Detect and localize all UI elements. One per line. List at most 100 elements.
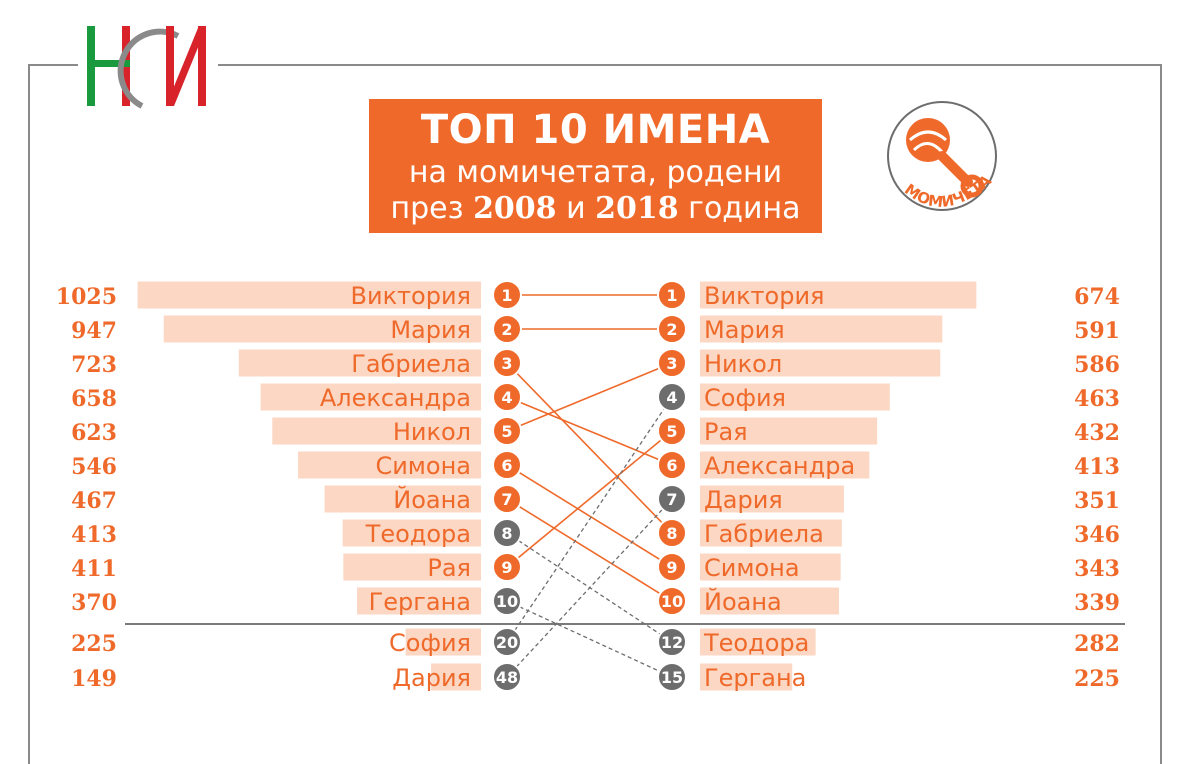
chart-frame — [28, 64, 1162, 764]
rank-2018 — [657, 552, 687, 582]
rank-2018 — [657, 662, 687, 692]
rank-links-layer — [506, 294, 673, 678]
rank-2008 — [492, 450, 522, 480]
bar-2018 — [700, 349, 941, 377]
rank-2008 — [492, 586, 522, 616]
rank-2018 — [657, 586, 687, 616]
rank-2008 — [492, 484, 522, 514]
labels-layer: Виктория1025Мария947Габриела723Александр… — [56, 282, 1120, 692]
bar-2018 — [700, 451, 870, 479]
bar-2008 — [137, 281, 481, 309]
bar-2018 — [700, 417, 878, 445]
bar-2008 — [163, 315, 481, 343]
value-2008: 723 — [71, 352, 117, 378]
rank-2008 — [492, 662, 522, 692]
name-2018: София — [704, 384, 786, 412]
value-2008: 658 — [71, 386, 117, 412]
name-2008: Александра — [320, 384, 471, 412]
bar-2008 — [405, 628, 481, 656]
name-2008: Дария — [392, 664, 471, 692]
rank-2008 — [492, 314, 522, 344]
rank-2018-label: 7 — [666, 490, 677, 509]
rank-2008-label: 7 — [501, 490, 512, 509]
name-2008: Гергана — [369, 588, 471, 616]
value-2008: 411 — [71, 556, 117, 582]
name-2008: Симона — [375, 452, 471, 480]
bar-2018 — [700, 553, 841, 581]
bar-2008 — [357, 587, 481, 615]
bar-2008 — [342, 519, 481, 547]
name-2008: Габриела — [351, 350, 471, 378]
rank-2018 — [657, 280, 687, 310]
bar-2008 — [343, 553, 481, 581]
value-2008: 546 — [71, 454, 117, 480]
value-2018: 282 — [1074, 631, 1120, 657]
bar-2008 — [298, 451, 481, 479]
rank-2008 — [492, 552, 522, 582]
rank-2008-label: 20 — [496, 633, 518, 652]
name-2018: Теодора — [703, 629, 809, 657]
name-2008: Теодора — [365, 520, 471, 548]
rank-2008-label: 10 — [496, 592, 518, 611]
name-2018: Мария — [704, 316, 785, 344]
rank-2008-label: 48 — [496, 668, 518, 687]
title-main: ТОП 10 ИМЕНА — [420, 107, 771, 153]
bar-2018 — [700, 587, 839, 615]
name-2018: Симона — [704, 554, 800, 582]
rank-2018-label: 1 — [666, 286, 677, 305]
rank-2018 — [657, 348, 687, 378]
rank-2018-label: 8 — [666, 524, 677, 543]
value-2008: 1025 — [56, 284, 117, 310]
bars-layer — [137, 281, 977, 691]
name-2008: Виктория — [351, 282, 472, 310]
rank-2008 — [492, 518, 522, 548]
rank-2018-label: 12 — [661, 633, 683, 652]
value-2008: 149 — [71, 666, 117, 692]
value-2008: 413 — [71, 522, 117, 548]
rank-link — [506, 362, 673, 432]
value-2018: 591 — [1074, 318, 1120, 344]
bar-2008 — [272, 417, 481, 445]
rank-link — [506, 362, 673, 534]
title-box: ТОП 10 ИМЕНА на момичетата, родени през … — [369, 99, 822, 233]
name-2008: София — [389, 629, 471, 657]
bar-2018 — [700, 628, 816, 656]
bar-2008 — [260, 383, 481, 411]
value-2008: 467 — [71, 488, 117, 514]
rank-2008 — [492, 382, 522, 412]
rank-2018-label: 5 — [666, 422, 677, 441]
rank-link — [506, 498, 673, 678]
rank-2018-label: 3 — [666, 354, 677, 373]
rank-2008-label: 5 — [501, 422, 512, 441]
bar-2018 — [700, 281, 977, 309]
rank-2008 — [492, 627, 522, 657]
bar-2008 — [324, 485, 481, 513]
value-2018: 432 — [1074, 420, 1120, 446]
rank-2008-label: 2 — [501, 320, 512, 339]
title-subtitle: на момичетата, родени — [408, 155, 783, 190]
bar-2018 — [700, 485, 844, 513]
rank-2018 — [657, 382, 687, 412]
rank-2008-label: 3 — [501, 354, 512, 373]
rank-2008 — [492, 416, 522, 446]
value-2008: 370 — [71, 590, 117, 616]
bar-2018 — [700, 663, 793, 691]
nsi-logo — [87, 26, 206, 109]
rank-2008 — [492, 280, 522, 310]
name-2018: Йоана — [704, 587, 782, 616]
bar-2008 — [238, 349, 481, 377]
name-2008: Мария — [390, 316, 471, 344]
rank-2018-label: 2 — [666, 320, 677, 339]
value-2018: 343 — [1074, 556, 1120, 582]
year-2008: 2008 — [473, 191, 557, 226]
rank-2008-label: 8 — [501, 524, 512, 543]
value-2018: 463 — [1074, 386, 1120, 412]
name-2018: Дария — [704, 486, 783, 514]
rank-2018-label: 10 — [661, 592, 683, 611]
title-years: през 2008 и 2018 година — [390, 191, 801, 226]
bar-2008 — [431, 663, 481, 691]
name-2018: Гергана — [704, 664, 806, 692]
name-2018: Никол — [704, 350, 782, 378]
rank-2018-label: 15 — [661, 668, 683, 687]
